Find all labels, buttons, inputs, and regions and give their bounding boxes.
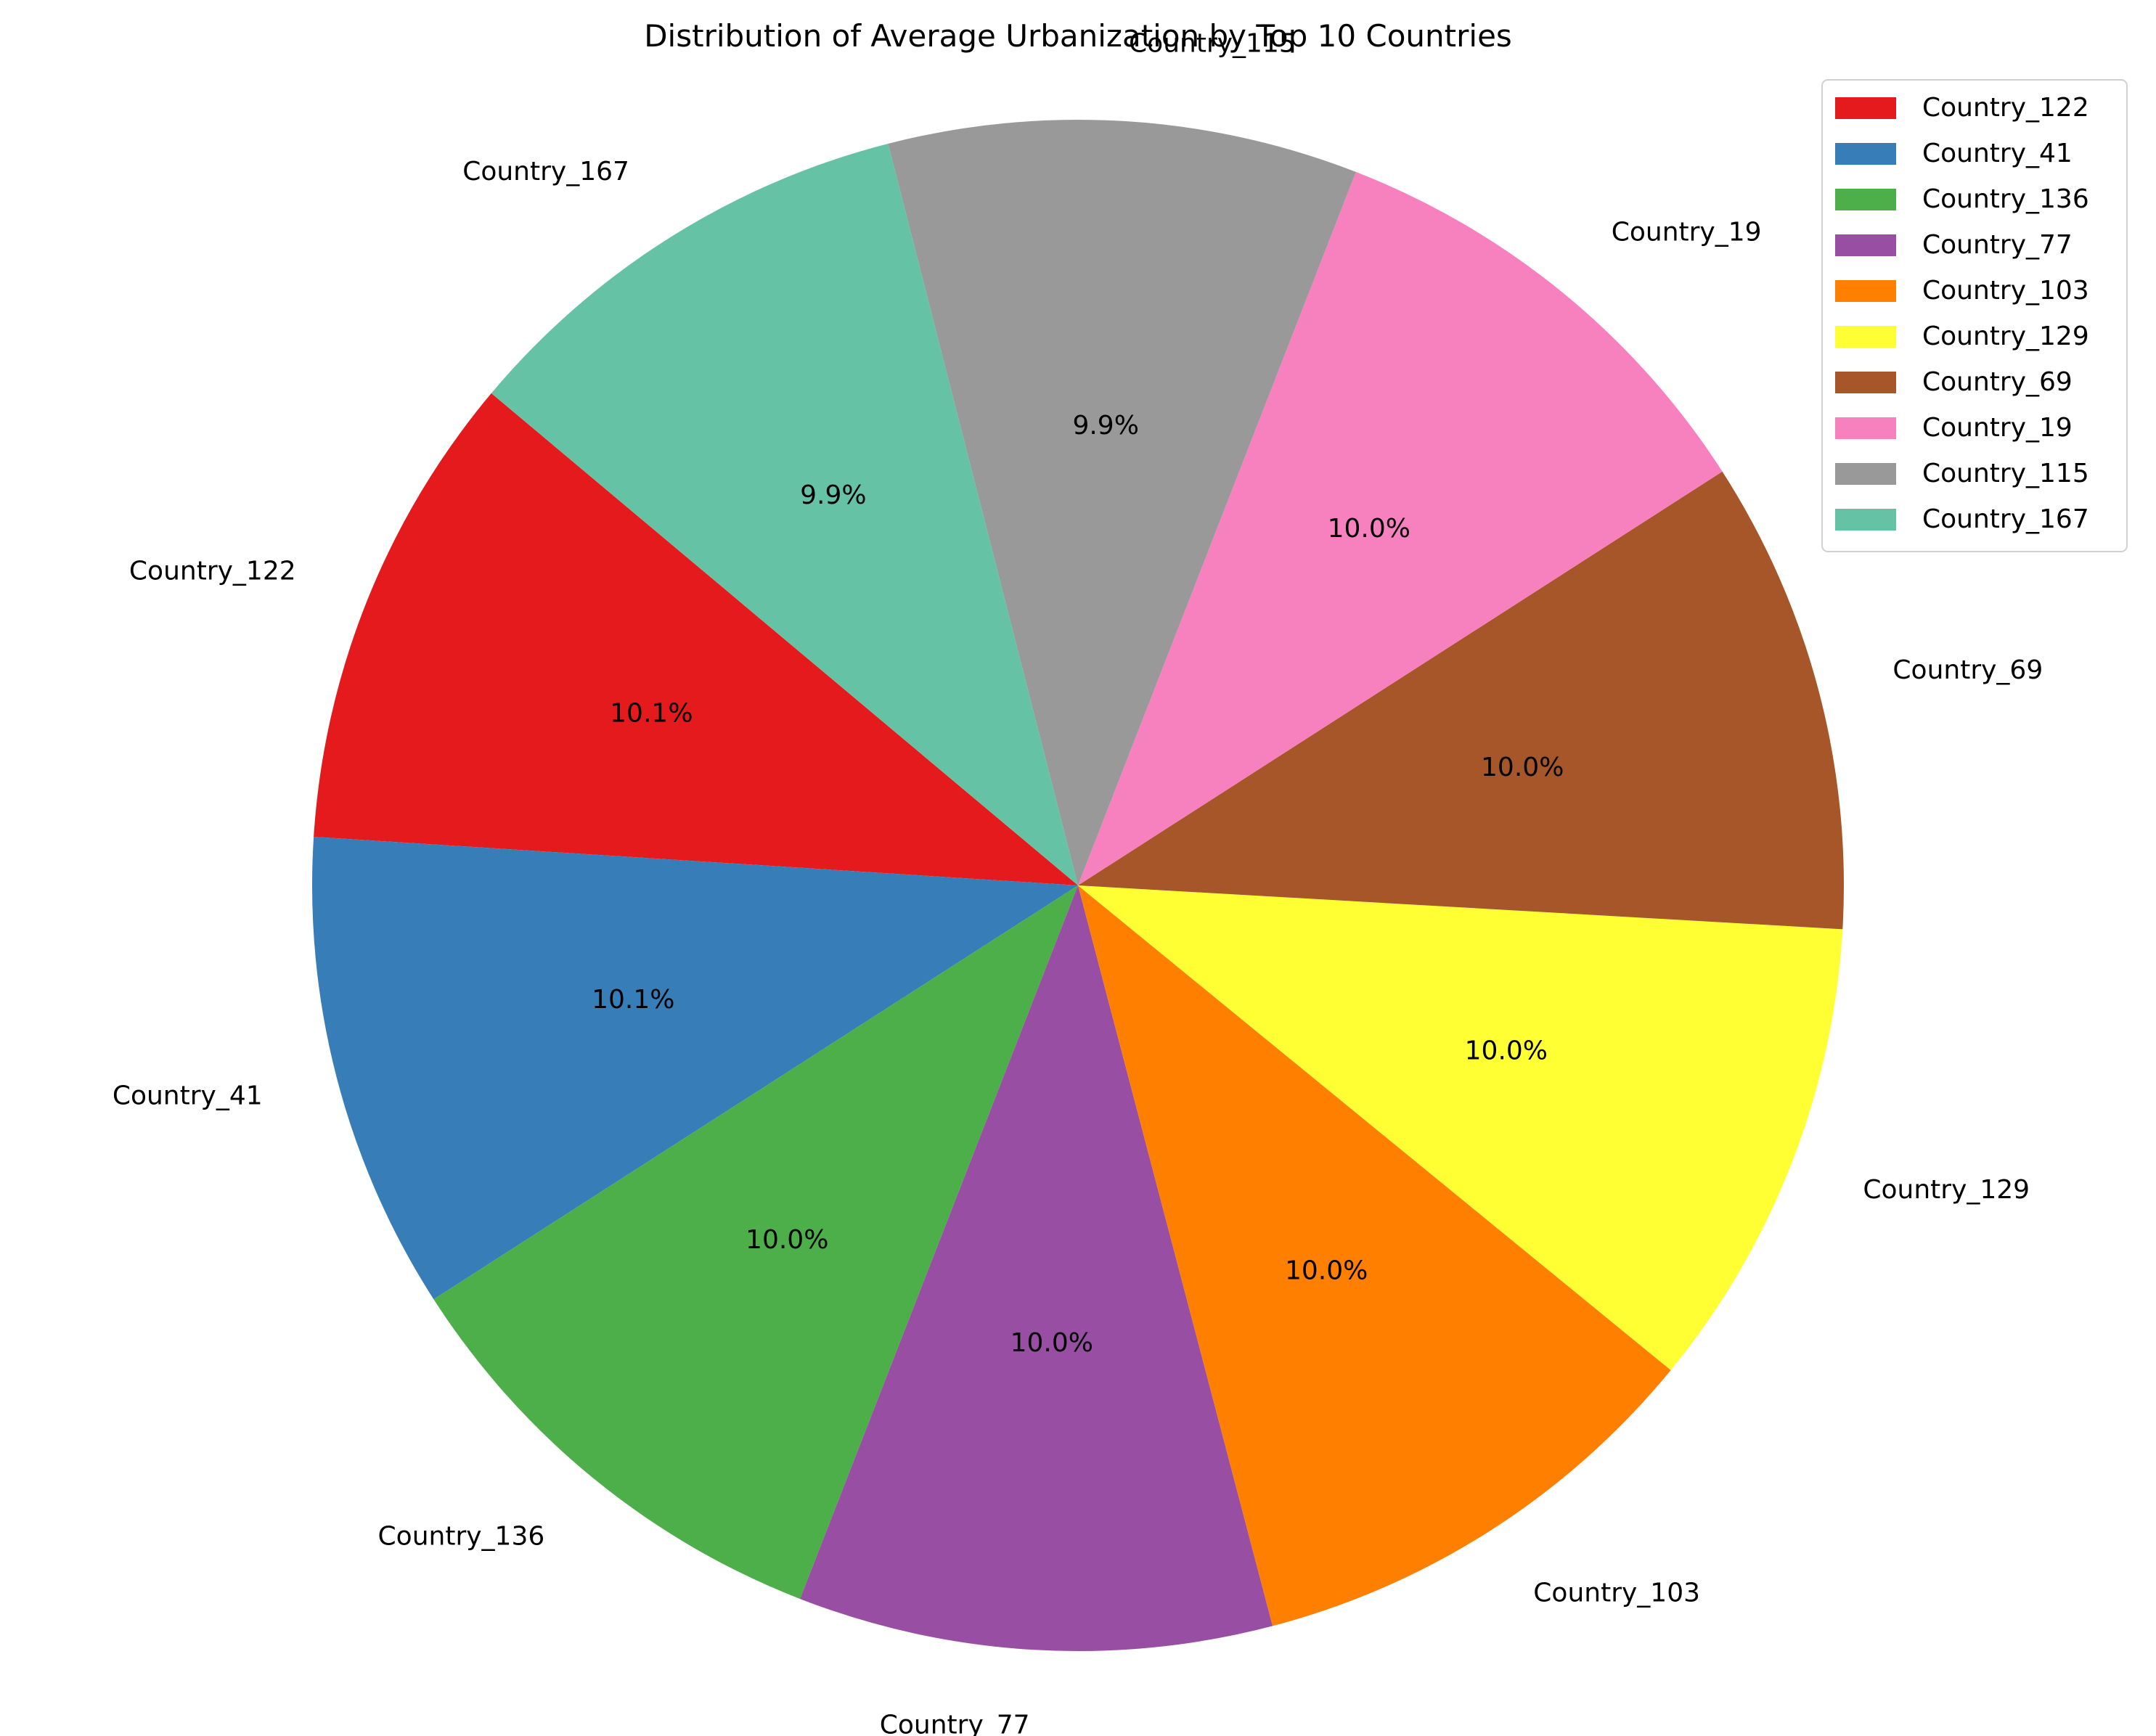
percent-label-country-167: 9.9%	[800, 480, 866, 510]
slice-label-country-19: Country_19	[1612, 218, 1762, 247]
pie-slices	[312, 119, 1844, 1652]
slice-label-country-41: Country_41	[113, 1081, 263, 1110]
legend-swatch-country-167	[1835, 509, 1896, 531]
slice-label-country-136: Country_136	[378, 1521, 545, 1551]
legend-swatch-country-69	[1835, 372, 1896, 393]
percent-label-country-77: 10.0%	[1010, 1328, 1093, 1358]
slice-label-country-115: Country_115	[1129, 29, 1296, 59]
percent-label-country-41: 10.1%	[592, 985, 674, 1015]
slice-label-country-103: Country_103	[1533, 1578, 1700, 1608]
legend-label-country-69: Country_69	[1922, 367, 2073, 397]
slice-labels: Country_122 Country_41 Country_136 Country_…	[113, 29, 2043, 1736]
legend-frame	[1821, 79, 2128, 552]
slice-label-country-122: Country_122	[129, 557, 296, 586]
pie-slice-country-77	[800, 885, 1273, 1652]
pie-slice-country-115	[888, 119, 1356, 885]
percent-label-country-115: 9.9%	[1072, 411, 1138, 441]
legend-swatch-country-103	[1835, 280, 1896, 302]
legend-label-country-41: Country_41	[1922, 139, 2073, 168]
pie-slice-country-122	[314, 393, 1078, 885]
pie-slice-country-167	[491, 143, 1078, 885]
legend-swatch-country-122	[1835, 97, 1896, 119]
legend-label-country-129: Country_129	[1922, 322, 2089, 351]
legend-label-country-136: Country_136	[1922, 184, 2089, 214]
legend-swatch-country-77	[1835, 234, 1896, 256]
legend-label-country-19: Country_19	[1922, 413, 2073, 443]
legend-label-country-103: Country_103	[1922, 276, 2089, 306]
pie-slice-country-136	[433, 885, 1078, 1600]
percent-label-country-19: 10.0%	[1328, 514, 1410, 544]
legend-label-country-122: Country_122	[1922, 93, 2089, 123]
legend-label-country-167: Country_167	[1922, 504, 2089, 534]
legend-label-country-77: Country_77	[1922, 230, 2073, 260]
legend-swatch-country-115	[1835, 463, 1896, 485]
percent-label-country-136: 10.0%	[746, 1225, 828, 1255]
slice-label-country-69: Country_69	[1892, 655, 2043, 685]
pie-slice-country-129	[1078, 885, 1843, 1370]
legend-swatch-country-41	[1835, 143, 1896, 165]
percent-label-country-103: 10.0%	[1285, 1256, 1368, 1286]
percent-label-country-122: 10.1%	[610, 699, 693, 729]
chart-title: Distribution of Average Urbanization by …	[644, 18, 1512, 54]
pie-slice-country-19	[1078, 171, 1723, 886]
legend-swatch-country-129	[1835, 326, 1896, 348]
pie-slice-country-41	[312, 837, 1079, 1300]
percent-label-country-129: 10.0%	[1465, 1036, 1548, 1066]
slice-label-country-77: Country_77	[880, 1711, 1030, 1736]
legend-swatch-country-136	[1835, 189, 1896, 210]
percent-labels: 10.1% 10.1% 10.0% 10.0% 10.0% 10.0% 10.0% 10.0%…	[592, 411, 1564, 1358]
pie-slice-country-69	[1078, 471, 1844, 930]
legend-label-country-115: Country_115	[1922, 459, 2089, 488]
pie-slice-country-103	[1078, 885, 1671, 1626]
legend-swatch-country-19	[1835, 417, 1896, 439]
legend: Country_122 Country_41 Country_136 Country_…	[1821, 79, 2128, 552]
slice-label-country-167: Country_167	[462, 157, 629, 187]
slice-label-country-129: Country_129	[1863, 1175, 2030, 1205]
percent-label-country-69: 10.0%	[1481, 753, 1564, 782]
